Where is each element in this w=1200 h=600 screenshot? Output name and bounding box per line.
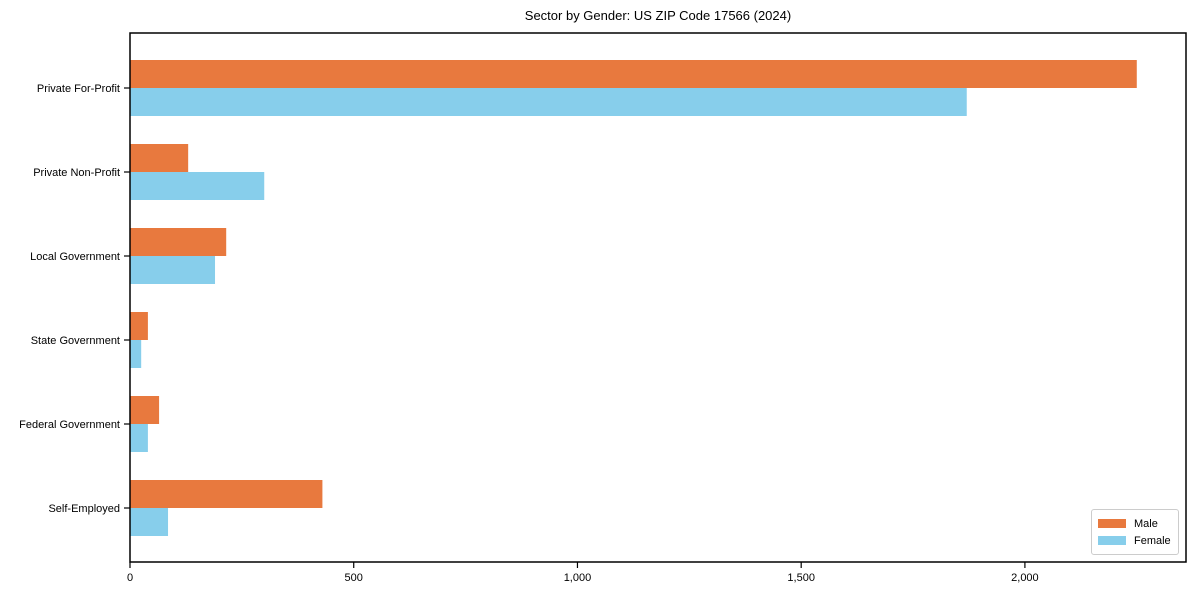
legend-item-female: Female <box>1098 535 1178 547</box>
bar-female-federal-government <box>130 424 148 452</box>
bar-male-federal-government <box>130 396 160 424</box>
bar-female-private-non-profit <box>130 172 265 200</box>
bar-male-private-for-profit <box>130 60 1137 88</box>
legend: Male Female <box>1091 509 1179 555</box>
bar-female-local-government <box>130 256 216 284</box>
legend-label-female: Female <box>1134 534 1171 547</box>
bar-male-state-government <box>130 312 148 340</box>
legend-label-male: Male <box>1134 517 1158 530</box>
bar-male-local-government <box>130 228 227 256</box>
male-swatch-rect <box>1098 519 1126 528</box>
category-label: State Government <box>31 335 120 347</box>
x-tick-label: 0 <box>127 572 133 584</box>
x-tick-label: 2,000 <box>1011 572 1039 584</box>
x-tick-label: 1,500 <box>787 572 815 584</box>
bar-female-state-government <box>130 340 142 368</box>
category-label: Local Government <box>30 251 120 263</box>
bar-female-self-employed <box>130 508 169 536</box>
legend-item-male: Male <box>1098 518 1178 530</box>
category-label: Private Non-Profit <box>33 167 120 179</box>
bar-female-private-for-profit <box>130 88 967 116</box>
female-series-swatch-icon <box>1098 536 1126 545</box>
male-series-swatch-icon <box>1098 519 1126 528</box>
category-label: Private For-Profit <box>37 83 120 95</box>
bar-male-self-employed <box>130 480 323 508</box>
category-label: Self-Employed <box>48 503 120 515</box>
category-label: Federal Government <box>19 419 120 431</box>
x-tick-label: 500 <box>345 572 363 584</box>
bar-male-private-non-profit <box>130 144 189 172</box>
chart-title: Sector by Gender: US ZIP Code 17566 (202… <box>524 8 792 23</box>
x-tick-label: 1,000 <box>564 572 592 584</box>
plot-border <box>129 32 1187 563</box>
female-swatch-rect <box>1098 536 1126 545</box>
